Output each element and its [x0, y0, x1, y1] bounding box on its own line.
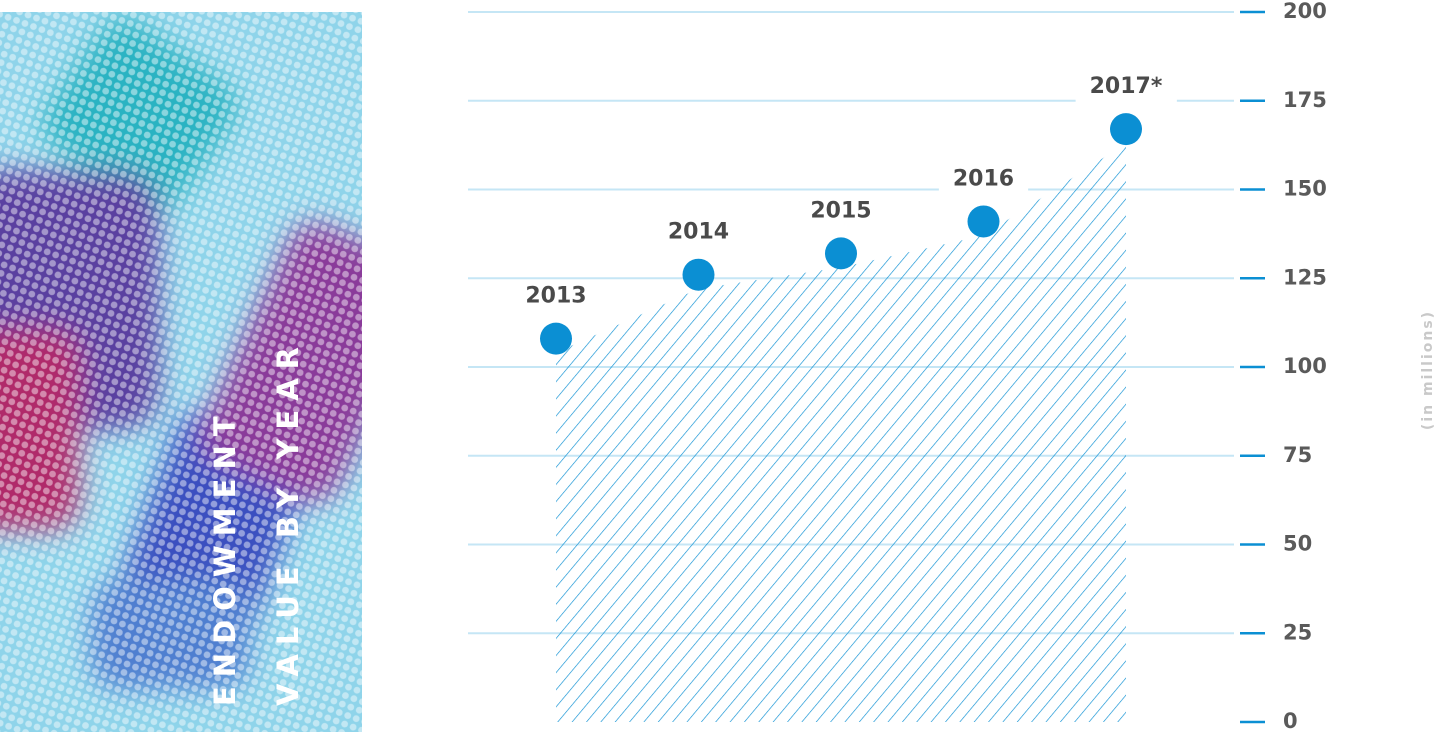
y-tick-label: 100	[1283, 354, 1327, 378]
x-category-label: 2013	[525, 284, 586, 309]
y-tick-label: 75	[1283, 443, 1312, 467]
x-category-label: 2017*	[1090, 74, 1163, 99]
data-point	[967, 205, 1000, 238]
y-tick-label: 125	[1283, 265, 1327, 289]
label-bg	[1075, 70, 1177, 104]
y-tick-label: 25	[1283, 620, 1312, 644]
x-category-label: 2016	[953, 166, 1014, 191]
y-tick-label: 175	[1283, 88, 1327, 112]
data-point	[540, 322, 572, 355]
y-tick-label: 50	[1283, 532, 1312, 556]
label-bg	[938, 162, 1029, 196]
area	[556, 143, 1126, 722]
data-point	[1110, 113, 1142, 146]
label-bg	[796, 194, 886, 228]
data-point	[682, 258, 715, 291]
y-axis-label: (in millions)	[1420, 310, 1436, 430]
chart-title: VALUE BY YEAR	[271, 338, 305, 706]
art-panel	[0, 12, 362, 732]
label-bg	[511, 279, 601, 313]
x-category-label: 2015	[810, 198, 871, 223]
y-tick-label: 150	[1283, 177, 1327, 201]
y-tick-label: 0	[1283, 709, 1298, 733]
label-bg	[653, 215, 744, 249]
x-category-label: 2014	[668, 220, 729, 245]
chart-title: ENDOWMENT	[208, 407, 242, 706]
y-tick-label: 200	[1283, 0, 1327, 23]
data-point	[825, 237, 857, 270]
